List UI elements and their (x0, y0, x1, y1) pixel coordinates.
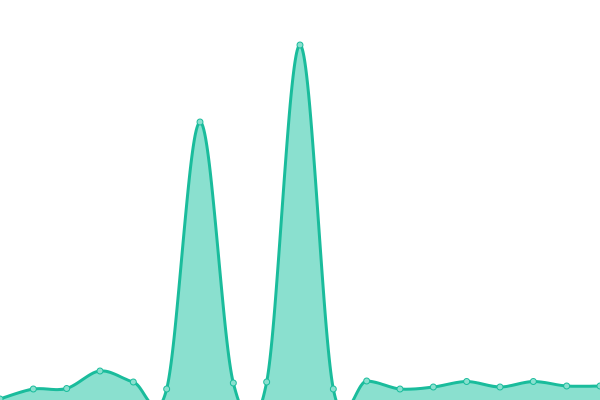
data-point-6 (196, 118, 204, 126)
data-point-10 (329, 385, 337, 393)
data-point-15 (496, 383, 504, 391)
data-point-13 (429, 383, 437, 391)
data-points (0, 41, 600, 400)
data-point-5 (163, 385, 171, 393)
data-point-0 (0, 395, 4, 400)
data-point-9 (296, 41, 304, 49)
data-point-18 (596, 382, 600, 390)
series-area (0, 44, 600, 400)
data-point-12 (396, 385, 404, 393)
data-point-17 (563, 382, 571, 390)
data-point-7 (229, 379, 237, 387)
data-point-2 (63, 385, 71, 392)
data-point-8 (263, 378, 271, 386)
data-point-3 (96, 367, 104, 375)
data-point-4 (129, 378, 137, 386)
data-point-11 (363, 377, 371, 385)
data-point-1 (29, 385, 37, 393)
data-point-16 (529, 378, 537, 385)
data-point-14 (463, 378, 471, 385)
